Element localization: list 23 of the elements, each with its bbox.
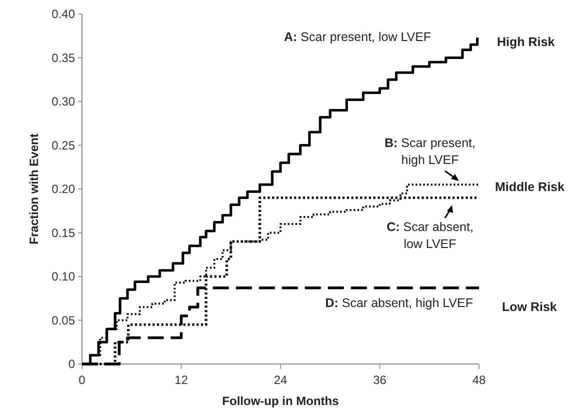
text: Middle Risk xyxy=(495,180,565,194)
x-tick-label: 36 xyxy=(373,373,387,387)
annotation: A: Scar present, low LVEF xyxy=(284,30,432,44)
x-tick-label: 12 xyxy=(174,373,188,387)
y-tick-label: 0.40 xyxy=(52,7,76,22)
x-tick-label: 24 xyxy=(274,373,288,387)
y-tick-label: 0.15 xyxy=(52,226,76,240)
annotation: C: Scar absent, low LVEF xyxy=(386,220,474,251)
y-tick-label: 0 xyxy=(68,357,76,372)
y-tick-label: 0.25 xyxy=(52,138,76,152)
x-axis-title: Follow-up in Months xyxy=(222,394,340,408)
x-tick-label: 0 xyxy=(78,373,86,387)
y-tick-label: 0.30 xyxy=(52,94,76,109)
x-tick-label: 48 xyxy=(472,373,486,387)
y-tick-label: 0.20 xyxy=(52,182,76,196)
text: High Risk xyxy=(497,35,555,49)
y-tick-label: 0.05 xyxy=(52,313,76,328)
annotation: B: Scar present, high LVEF xyxy=(384,136,476,167)
y-tick-label: 0.10 xyxy=(52,270,76,284)
y-tick-label: 0.35 xyxy=(52,50,76,65)
y-axis-title: Fraction with Event xyxy=(27,134,41,244)
text: Low Risk xyxy=(502,300,557,314)
annotation: D: Scar absent, high LVEF xyxy=(325,296,474,310)
